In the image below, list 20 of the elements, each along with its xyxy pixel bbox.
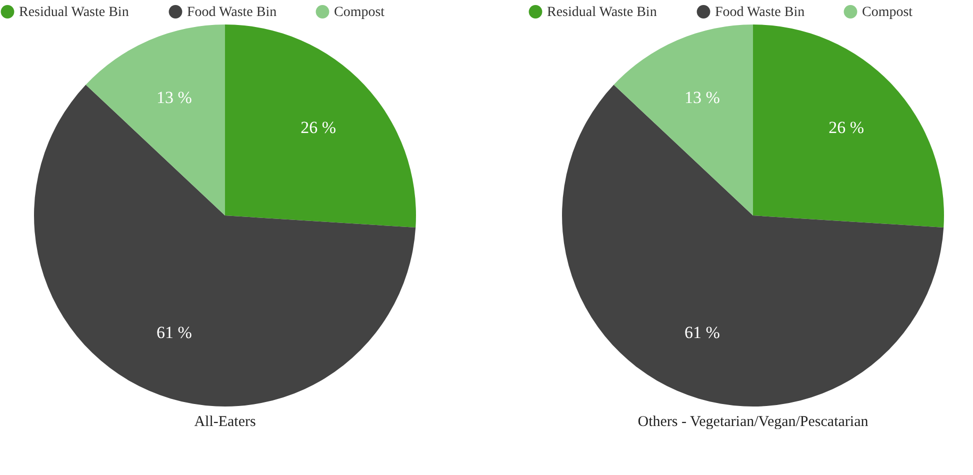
pie-slice (753, 24, 944, 228)
data-label: 61 % (156, 322, 192, 342)
data-label: 13 % (684, 88, 720, 108)
text: Others - Vegetarian/Vegan/Pescatarian (638, 414, 869, 430)
pie-slice (86, 24, 225, 216)
pie-slice (225, 24, 416, 228)
legend-label: Compost (334, 4, 385, 20)
legend-label: Residual Waste Bin (19, 4, 129, 20)
legend-label: Compost (862, 4, 913, 20)
legend-label: Residual Waste Bin (547, 4, 657, 20)
legend-label: Food Waste Bin (187, 4, 277, 20)
text: All-Eaters (194, 414, 256, 430)
legend-label: Food Waste Bin (715, 4, 805, 20)
data-label: 26 % (828, 118, 864, 137)
data-label: 61 % (684, 322, 720, 342)
data-label: 26 % (300, 118, 336, 137)
pie-slice (562, 84, 944, 406)
pie-slice (34, 84, 416, 406)
pie-slice (614, 24, 753, 216)
data-label: 13 % (156, 88, 192, 108)
